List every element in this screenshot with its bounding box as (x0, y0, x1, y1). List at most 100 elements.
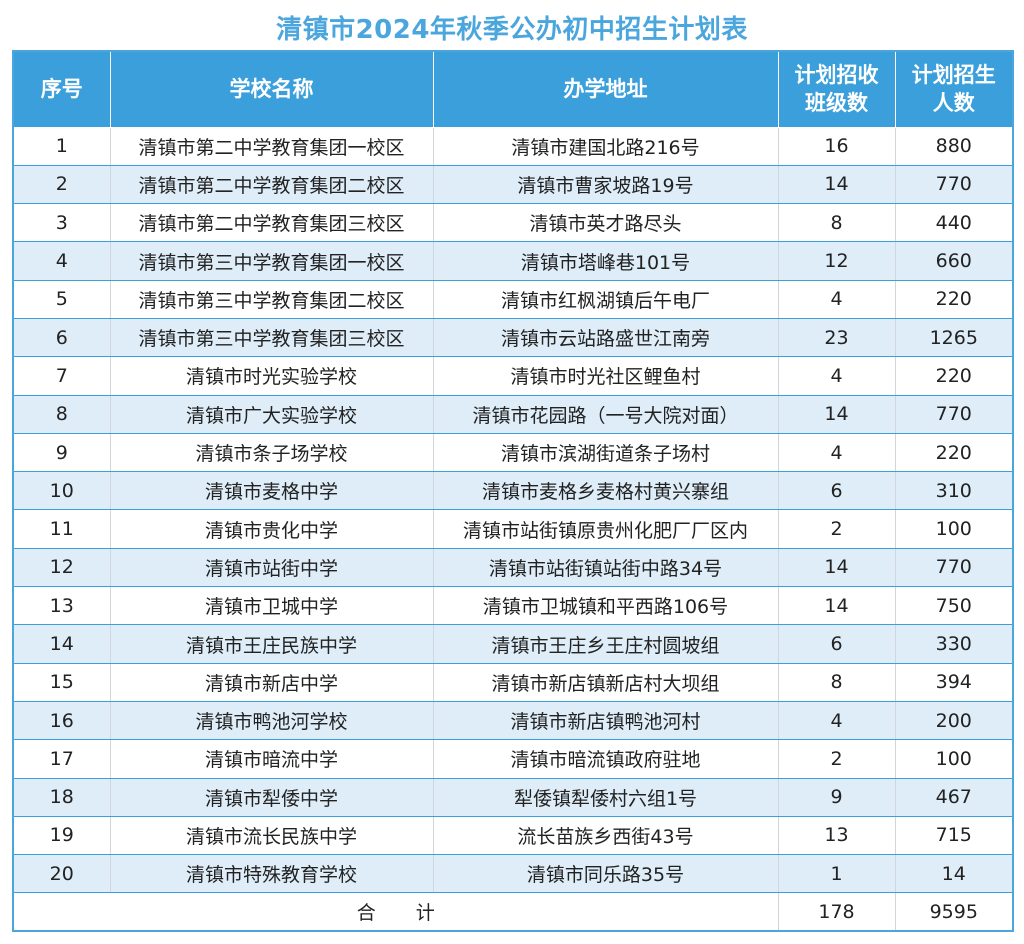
cell-classes: 9 (777, 778, 896, 817)
header-row: 序号 学校名称 办学地址 计划招收 班级数 计划招生 人数 (12, 50, 1014, 128)
cell-students: 750 (894, 586, 1014, 626)
table-row: 4 清镇市第三中学教育集团一校区 清镇市塔峰巷101号 12 660 (12, 241, 1014, 281)
header-classes: 计划招收 班级数 (777, 50, 896, 128)
cell-school: 清镇市特殊教育学校 (109, 854, 434, 894)
cell-school: 清镇市第二中学教育集团二校区 (109, 165, 434, 205)
cell-students: 770 (894, 165, 1014, 205)
cell-classes: 1 (777, 854, 896, 894)
cell-index: 18 (12, 778, 111, 817)
table-title: 清镇市2024年秋季公办初中招生计划表 (276, 15, 748, 45)
cell-students: 310 (894, 471, 1014, 511)
cell-address: 清镇市新店镇新店村大坝组 (432, 663, 779, 702)
cell-school: 清镇市贵化中学 (109, 509, 434, 549)
cell-address: 流长苗族乡西街43号 (432, 816, 779, 856)
table-row: 19 清镇市流长民族中学 流长苗族乡西街43号 13 715 (12, 816, 1014, 856)
cell-index: 20 (12, 854, 111, 894)
cell-classes: 2 (777, 509, 896, 549)
cell-address: 清镇市花园路（一号大院对面） (432, 395, 779, 434)
cell-index: 19 (12, 816, 111, 856)
cell-classes: 4 (777, 701, 896, 741)
cell-index: 12 (12, 548, 111, 588)
cell-students: 394 (894, 663, 1014, 702)
cell-school: 清镇市第二中学教育集团一校区 (109, 127, 434, 166)
cell-address: 清镇市站街镇站街中路34号 (432, 548, 779, 588)
cell-students: 14 (894, 854, 1014, 894)
cell-school: 清镇市站街中学 (109, 548, 434, 588)
table-row: 12 清镇市站街中学 清镇市站街镇站街中路34号 14 770 (12, 548, 1014, 588)
table-row: 18 清镇市犁倭中学 犁倭镇犁倭村六组1号 9 467 (12, 778, 1014, 817)
cell-index: 4 (12, 241, 111, 281)
cell-index: 5 (12, 280, 111, 319)
cell-index: 8 (12, 395, 111, 434)
table-row: 14 清镇市王庄民族中学 清镇市王庄乡王庄村圆坡组 6 330 (12, 624, 1014, 664)
cell-classes: 4 (777, 280, 896, 319)
cell-index: 9 (12, 433, 111, 473)
cell-index: 10 (12, 471, 111, 511)
cell-students: 330 (894, 624, 1014, 664)
cell-index: 2 (12, 165, 111, 205)
cell-classes: 2 (777, 739, 896, 779)
cell-classes: 16 (777, 127, 896, 166)
cell-classes: 6 (777, 624, 896, 664)
table-row: 11 清镇市贵化中学 清镇市站街镇原贵州化肥厂厂区内 2 100 (12, 509, 1014, 549)
header-students-line1: 计划招生 (911, 63, 996, 88)
cell-students: 440 (894, 203, 1014, 243)
cell-classes: 6 (777, 471, 896, 511)
cell-students: 100 (894, 739, 1014, 779)
cell-address: 清镇市红枫湖镇后午电厂 (432, 280, 779, 319)
cell-address: 清镇市暗流镇政府驻地 (432, 739, 779, 779)
cell-students: 1265 (894, 318, 1014, 358)
table-row: 8 清镇市广大实验学校 清镇市花园路（一号大院对面） 14 770 (12, 395, 1014, 434)
cell-address: 清镇市英才路尽头 (432, 203, 779, 243)
cell-index: 13 (12, 586, 111, 626)
cell-school: 清镇市鸭池河学校 (109, 701, 434, 741)
cell-index: 3 (12, 203, 111, 243)
cell-students: 467 (894, 778, 1014, 817)
cell-address: 犁倭镇犁倭村六组1号 (432, 778, 779, 817)
total-label: 合计 (12, 892, 779, 932)
cell-school: 清镇市条子场学校 (109, 433, 434, 473)
cell-classes: 8 (777, 203, 896, 243)
cell-students: 220 (894, 280, 1014, 319)
cell-index: 17 (12, 739, 111, 779)
cell-index: 11 (12, 509, 111, 549)
cell-address: 清镇市王庄乡王庄村圆坡组 (432, 624, 779, 664)
cell-address: 清镇市新店镇鸭池河村 (432, 701, 779, 741)
table-row: 7 清镇市时光实验学校 清镇市时光社区鲤鱼村 4 220 (12, 356, 1014, 396)
cell-school: 清镇市新店中学 (109, 663, 434, 702)
cell-school: 清镇市时光实验学校 (109, 356, 434, 396)
cell-school: 清镇市第三中学教育集团二校区 (109, 280, 434, 319)
cell-school: 清镇市卫城中学 (109, 586, 434, 626)
table-row: 5 清镇市第三中学教育集团二校区 清镇市红枫湖镇后午电厂 4 220 (12, 280, 1014, 319)
cell-school: 清镇市第二中学教育集团三校区 (109, 203, 434, 243)
cell-classes: 4 (777, 433, 896, 473)
header-students-line2: 人数 (932, 91, 975, 116)
header-address: 办学地址 (432, 50, 779, 128)
cell-students: 660 (894, 241, 1014, 281)
cell-students: 880 (894, 127, 1014, 166)
table-row: 6 清镇市第三中学教育集团三校区 清镇市云站路盛世江南旁 23 1265 (12, 318, 1014, 358)
total-row: 合计 178 9595 (12, 892, 1014, 932)
cell-index: 15 (12, 663, 111, 702)
cell-classes: 13 (777, 816, 896, 856)
cell-index: 14 (12, 624, 111, 664)
cell-classes: 14 (777, 548, 896, 588)
table-row: 16 清镇市鸭池河学校 清镇市新店镇鸭池河村 4 200 (12, 701, 1014, 741)
cell-students: 200 (894, 701, 1014, 741)
cell-address: 清镇市云站路盛世江南旁 (432, 318, 779, 358)
cell-school: 清镇市流长民族中学 (109, 816, 434, 856)
cell-address: 清镇市滨湖街道条子场村 (432, 433, 779, 473)
cell-classes: 14 (777, 165, 896, 205)
cell-school: 清镇市王庄民族中学 (109, 624, 434, 664)
table-row: 17 清镇市暗流中学 清镇市暗流镇政府驻地 2 100 (12, 739, 1014, 779)
cell-students: 220 (894, 433, 1014, 473)
header-students: 计划招生 人数 (894, 50, 1014, 128)
cell-index: 1 (12, 127, 111, 166)
table-row: 10 清镇市麦格中学 清镇市麦格乡麦格村黄兴寨组 6 310 (12, 471, 1014, 511)
cell-students: 100 (894, 509, 1014, 549)
header-school: 学校名称 (109, 50, 434, 128)
cell-address: 清镇市时光社区鲤鱼村 (432, 356, 779, 396)
cell-address: 清镇市建国北路216号 (432, 127, 779, 166)
cell-classes: 4 (777, 356, 896, 396)
